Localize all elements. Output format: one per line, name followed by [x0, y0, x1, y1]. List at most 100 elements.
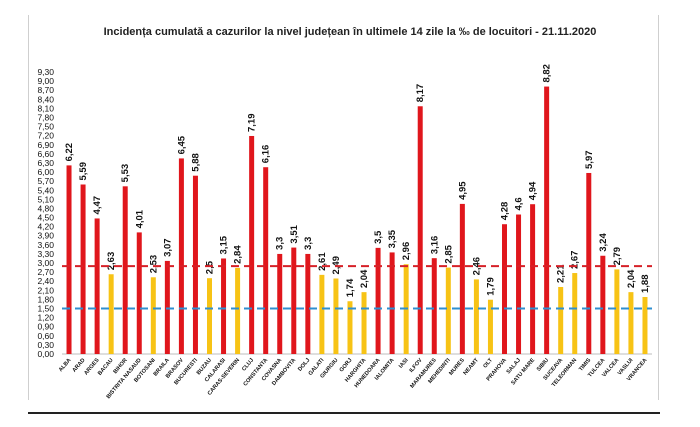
y-tick-label: 8,10 — [37, 103, 54, 113]
bar — [347, 301, 353, 354]
data-label: 6,45 — [176, 135, 187, 154]
data-label: 4,95 — [457, 181, 468, 200]
y-tick-label: 5,40 — [37, 185, 54, 195]
y-tick-label: 3,90 — [37, 231, 54, 241]
bar — [614, 269, 620, 354]
y-tick-label: 7,50 — [37, 122, 54, 132]
x-tick-label: OLT — [482, 357, 494, 370]
y-tick-label: 6,60 — [37, 149, 54, 159]
data-label: 4,94 — [528, 181, 539, 200]
bar — [502, 224, 507, 354]
y-tick-label: 7,80 — [37, 112, 54, 122]
data-label: 2,96 — [401, 242, 412, 261]
bar — [628, 292, 634, 354]
bar — [361, 292, 367, 354]
data-label: 2,61 — [317, 252, 328, 271]
y-tick-label: 1,50 — [37, 304, 54, 314]
bar — [136, 232, 142, 354]
bar — [544, 86, 550, 354]
data-label: 2,04 — [359, 269, 370, 288]
data-label: 3,5 — [373, 230, 384, 244]
bar — [277, 253, 283, 354]
y-tick-label: 2,70 — [37, 267, 54, 277]
bar — [586, 172, 592, 354]
y-tick-label: 4,80 — [37, 203, 54, 213]
bar — [221, 258, 227, 354]
y-tick-label: 9,30 — [37, 67, 54, 77]
data-label: 5,53 — [120, 164, 131, 183]
y-tick-label: 8,70 — [37, 85, 54, 95]
bar — [192, 175, 198, 354]
bar — [235, 267, 241, 354]
bar — [94, 218, 100, 354]
bar — [249, 135, 255, 354]
data-label: 8,82 — [542, 64, 553, 83]
data-label: 2,04 — [626, 269, 637, 288]
bar — [572, 273, 578, 354]
data-label: 3,3 — [303, 237, 314, 250]
chart-title: Incidența cumulată a cazurilor la nivel … — [103, 26, 597, 38]
y-tick-label: 7,20 — [37, 131, 54, 141]
bar — [178, 158, 184, 354]
bar — [516, 214, 522, 354]
data-label: 3,35 — [387, 229, 398, 248]
data-label: 4,6 — [514, 197, 525, 210]
data-label: 2,53 — [148, 255, 159, 274]
x-tick-label: ALBA — [58, 357, 73, 373]
bar — [333, 278, 339, 354]
frame-right-border — [658, 15, 659, 400]
data-label: 3,24 — [598, 233, 609, 252]
y-tick-label: 4,50 — [37, 213, 54, 223]
data-label: 2,63 — [106, 252, 117, 271]
data-label: 5,88 — [190, 153, 201, 172]
data-label: 2,84 — [233, 245, 244, 264]
y-tick-label: 3,60 — [37, 240, 54, 250]
data-label: 1,74 — [345, 278, 356, 297]
bar — [642, 296, 648, 354]
bar — [445, 267, 451, 354]
bar — [459, 203, 465, 354]
data-label: 4,47 — [92, 196, 103, 215]
y-tick-label: 4,20 — [37, 222, 54, 232]
data-label: 6,16 — [261, 145, 272, 164]
data-label: 3,3 — [275, 237, 286, 250]
bar — [108, 274, 114, 354]
bar — [122, 186, 128, 354]
data-label: 1,88 — [640, 274, 651, 293]
bar — [150, 277, 156, 354]
bar — [487, 299, 493, 354]
bar — [600, 255, 606, 354]
y-tick-label: 9,00 — [37, 76, 54, 86]
data-label: 2,46 — [471, 257, 482, 276]
bottom-border — [28, 412, 660, 414]
bar — [291, 247, 297, 354]
data-label: 2,67 — [570, 251, 581, 270]
y-tick-label: 2,40 — [37, 276, 54, 286]
y-tick-label: 3,30 — [37, 249, 54, 259]
data-label: 8,17 — [415, 84, 426, 103]
data-label: 5,59 — [78, 162, 89, 181]
y-tick-label: 6,90 — [37, 140, 54, 150]
data-label: 4,28 — [500, 202, 511, 221]
bar — [319, 274, 325, 354]
bar — [66, 165, 72, 354]
data-label: 6,22 — [64, 143, 75, 162]
y-tick-label: 1,20 — [37, 313, 54, 323]
y-tick-label: 0,30 — [37, 340, 54, 350]
y-tick-label: 6,00 — [37, 167, 54, 177]
data-label: 2,21 — [556, 264, 567, 283]
bar — [305, 253, 311, 354]
bar — [80, 184, 86, 354]
bar — [375, 247, 381, 354]
bar — [389, 252, 395, 354]
y-tick-label: 2,10 — [37, 285, 54, 295]
y-tick-label: 0,00 — [37, 349, 54, 359]
data-label: 1,79 — [485, 277, 496, 296]
x-tick-label: BACAU — [97, 357, 115, 376]
data-label: 2,5 — [205, 260, 216, 274]
y-tick-label: 0,60 — [37, 331, 54, 341]
data-label: 2,79 — [612, 247, 623, 266]
data-label: 5,97 — [584, 150, 595, 169]
